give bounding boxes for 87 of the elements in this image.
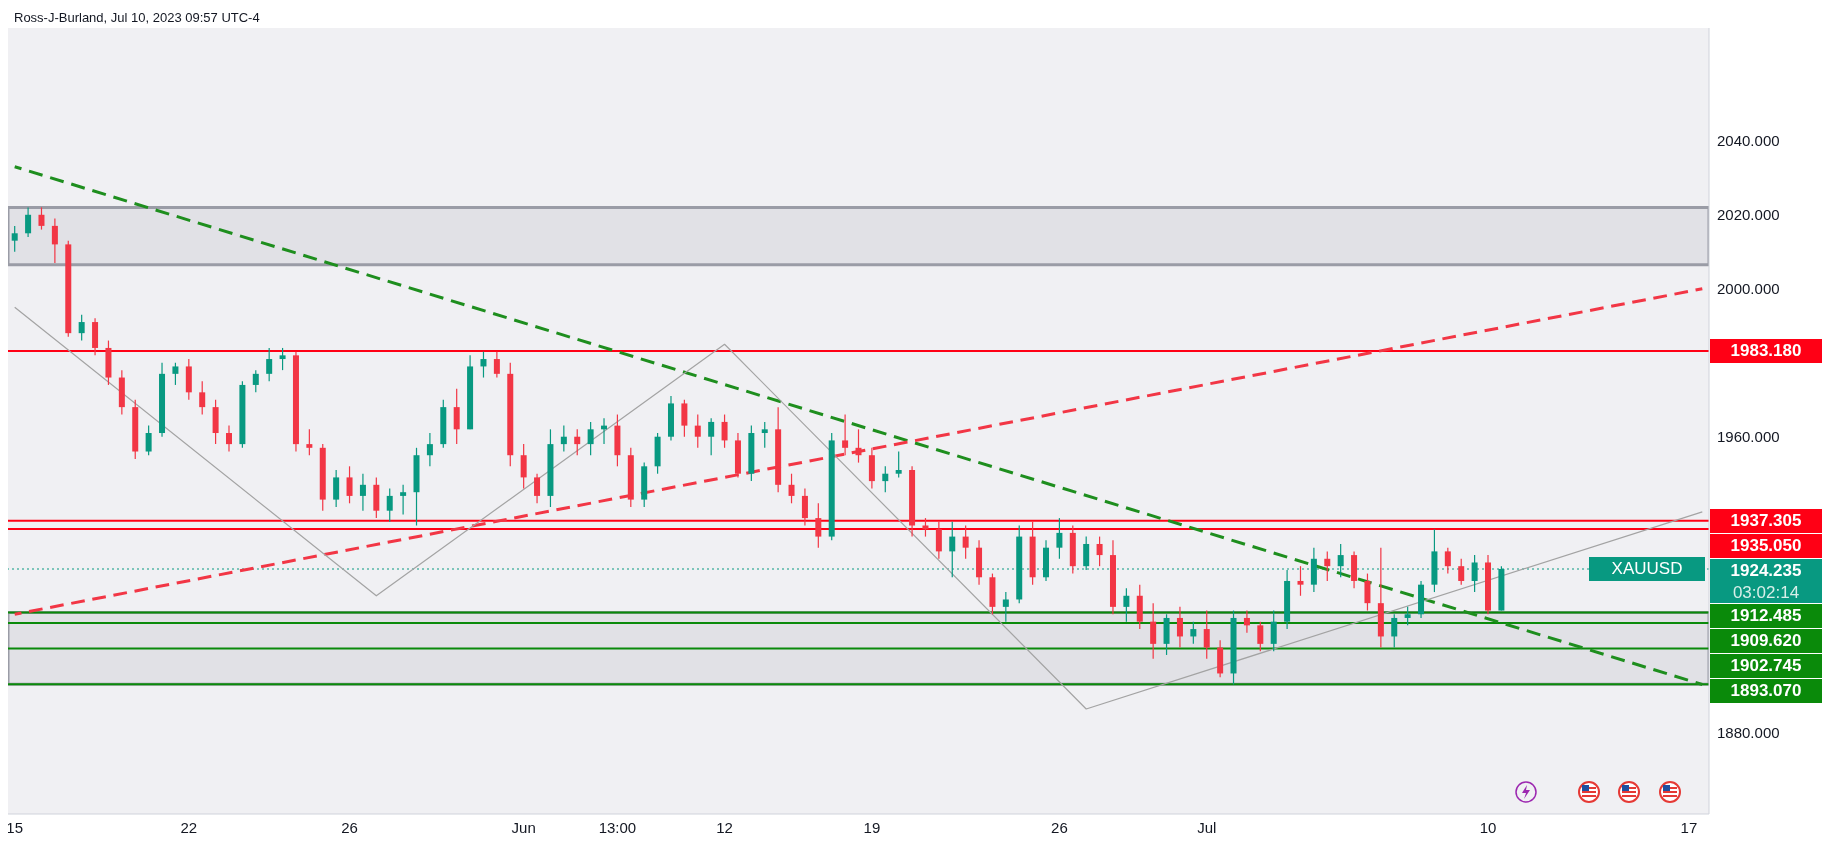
chart-title: Ross-J-Burland, Jul 10, 2023 09:57 UTC-4 (14, 10, 260, 25)
x-tick-label: 26 (341, 818, 358, 836)
candlestick (426, 432, 433, 467)
x-tick-label: 10 (1479, 818, 1497, 836)
candlestick (855, 428, 862, 464)
candlestick (306, 428, 313, 456)
candlestick (11, 225, 18, 253)
candlestick (346, 465, 353, 504)
candlestick (1444, 547, 1451, 575)
ref-line-label: 1983.180 (1710, 339, 1822, 362)
x-tick-label: 12 (716, 818, 733, 836)
ref-line-label: 1937.305 (1710, 509, 1822, 532)
candlestick (1176, 606, 1183, 649)
candlestick (815, 502, 822, 549)
candlestick (1404, 606, 1411, 626)
candlestick (882, 465, 889, 493)
y-tick-label: 2000.000 (1717, 280, 1780, 298)
ref-line-label: 1893.070 (1710, 679, 1822, 702)
candlestick (493, 351, 500, 379)
ref-line-label: 1924.235 (1729, 559, 1803, 582)
candlestick (1364, 572, 1371, 612)
x-tick-label: Jul (1197, 818, 1217, 836)
candlestick (788, 473, 795, 504)
candlestick (574, 428, 581, 456)
candlestick (842, 413, 849, 456)
candlestick (1324, 550, 1331, 582)
candlestick (51, 217, 58, 264)
x-tick-label: 26 (1051, 818, 1068, 836)
candlestick (453, 388, 460, 445)
candlestick (895, 450, 902, 479)
y-tick-label: 2020.000 (1717, 206, 1780, 224)
x-tick-label: 19 (863, 818, 881, 836)
candlestick (1123, 587, 1130, 623)
candlestick (480, 351, 487, 379)
y-tick-label: 1960.000 (1717, 428, 1780, 446)
text: 03:02:14 (1731, 581, 1801, 604)
candlestick (333, 469, 340, 508)
candlestick (1096, 535, 1103, 567)
candlestick (1243, 609, 1250, 634)
y-tick-label: 2040.000 (1717, 132, 1780, 150)
candlestick (145, 425, 152, 456)
candlestick (681, 399, 688, 438)
candlestick (1257, 621, 1264, 652)
candlestick (1391, 613, 1398, 649)
candlestick (279, 347, 286, 371)
ref-line-label: 1902.745 (1710, 654, 1822, 677)
x-tick-label: 13:00 (598, 818, 637, 836)
candlestick (560, 425, 567, 453)
candlestick (78, 314, 85, 342)
candlestick (172, 362, 179, 386)
candlestick (1056, 517, 1063, 560)
ref-line-label: 1935.050 (1710, 534, 1822, 557)
ref-line-label: 1912.485 (1710, 604, 1822, 627)
candlestick (721, 413, 728, 449)
candlestick (359, 473, 366, 512)
x-tick-label: Jun (511, 818, 536, 836)
candlestick (694, 413, 701, 449)
candlestick (587, 421, 594, 456)
candlestick (1458, 558, 1465, 586)
candlestick (1150, 602, 1157, 660)
x-tick-label: 22 (180, 818, 198, 836)
candlestick (25, 206, 32, 238)
annotation: XAUUSD (1589, 557, 1705, 581)
candlestick (400, 484, 407, 515)
x-tick-label: 17 (1680, 818, 1698, 836)
candlestick (708, 417, 715, 456)
candlestick (1270, 609, 1277, 652)
candlestick (252, 369, 259, 393)
candlestick (1190, 621, 1197, 645)
ref-line-label: 1909.620 (1710, 629, 1822, 652)
candlestick (266, 347, 273, 382)
candlestick (962, 524, 969, 560)
candlestick (922, 517, 929, 538)
candlestick (534, 473, 541, 504)
candlestick (1297, 565, 1304, 597)
y-tick-label: 1880.000 (1717, 723, 1780, 741)
candlestick (386, 487, 393, 523)
candlestick (38, 206, 45, 231)
candlestick (761, 421, 768, 449)
candlestick (935, 521, 942, 560)
candlestick (520, 443, 527, 490)
candlestick (226, 425, 232, 453)
candlestick (199, 380, 206, 416)
candlestick (801, 487, 808, 527)
x-tick-label: 15 (6, 818, 24, 836)
candlestick (1002, 591, 1009, 623)
candlestick (1203, 609, 1210, 660)
